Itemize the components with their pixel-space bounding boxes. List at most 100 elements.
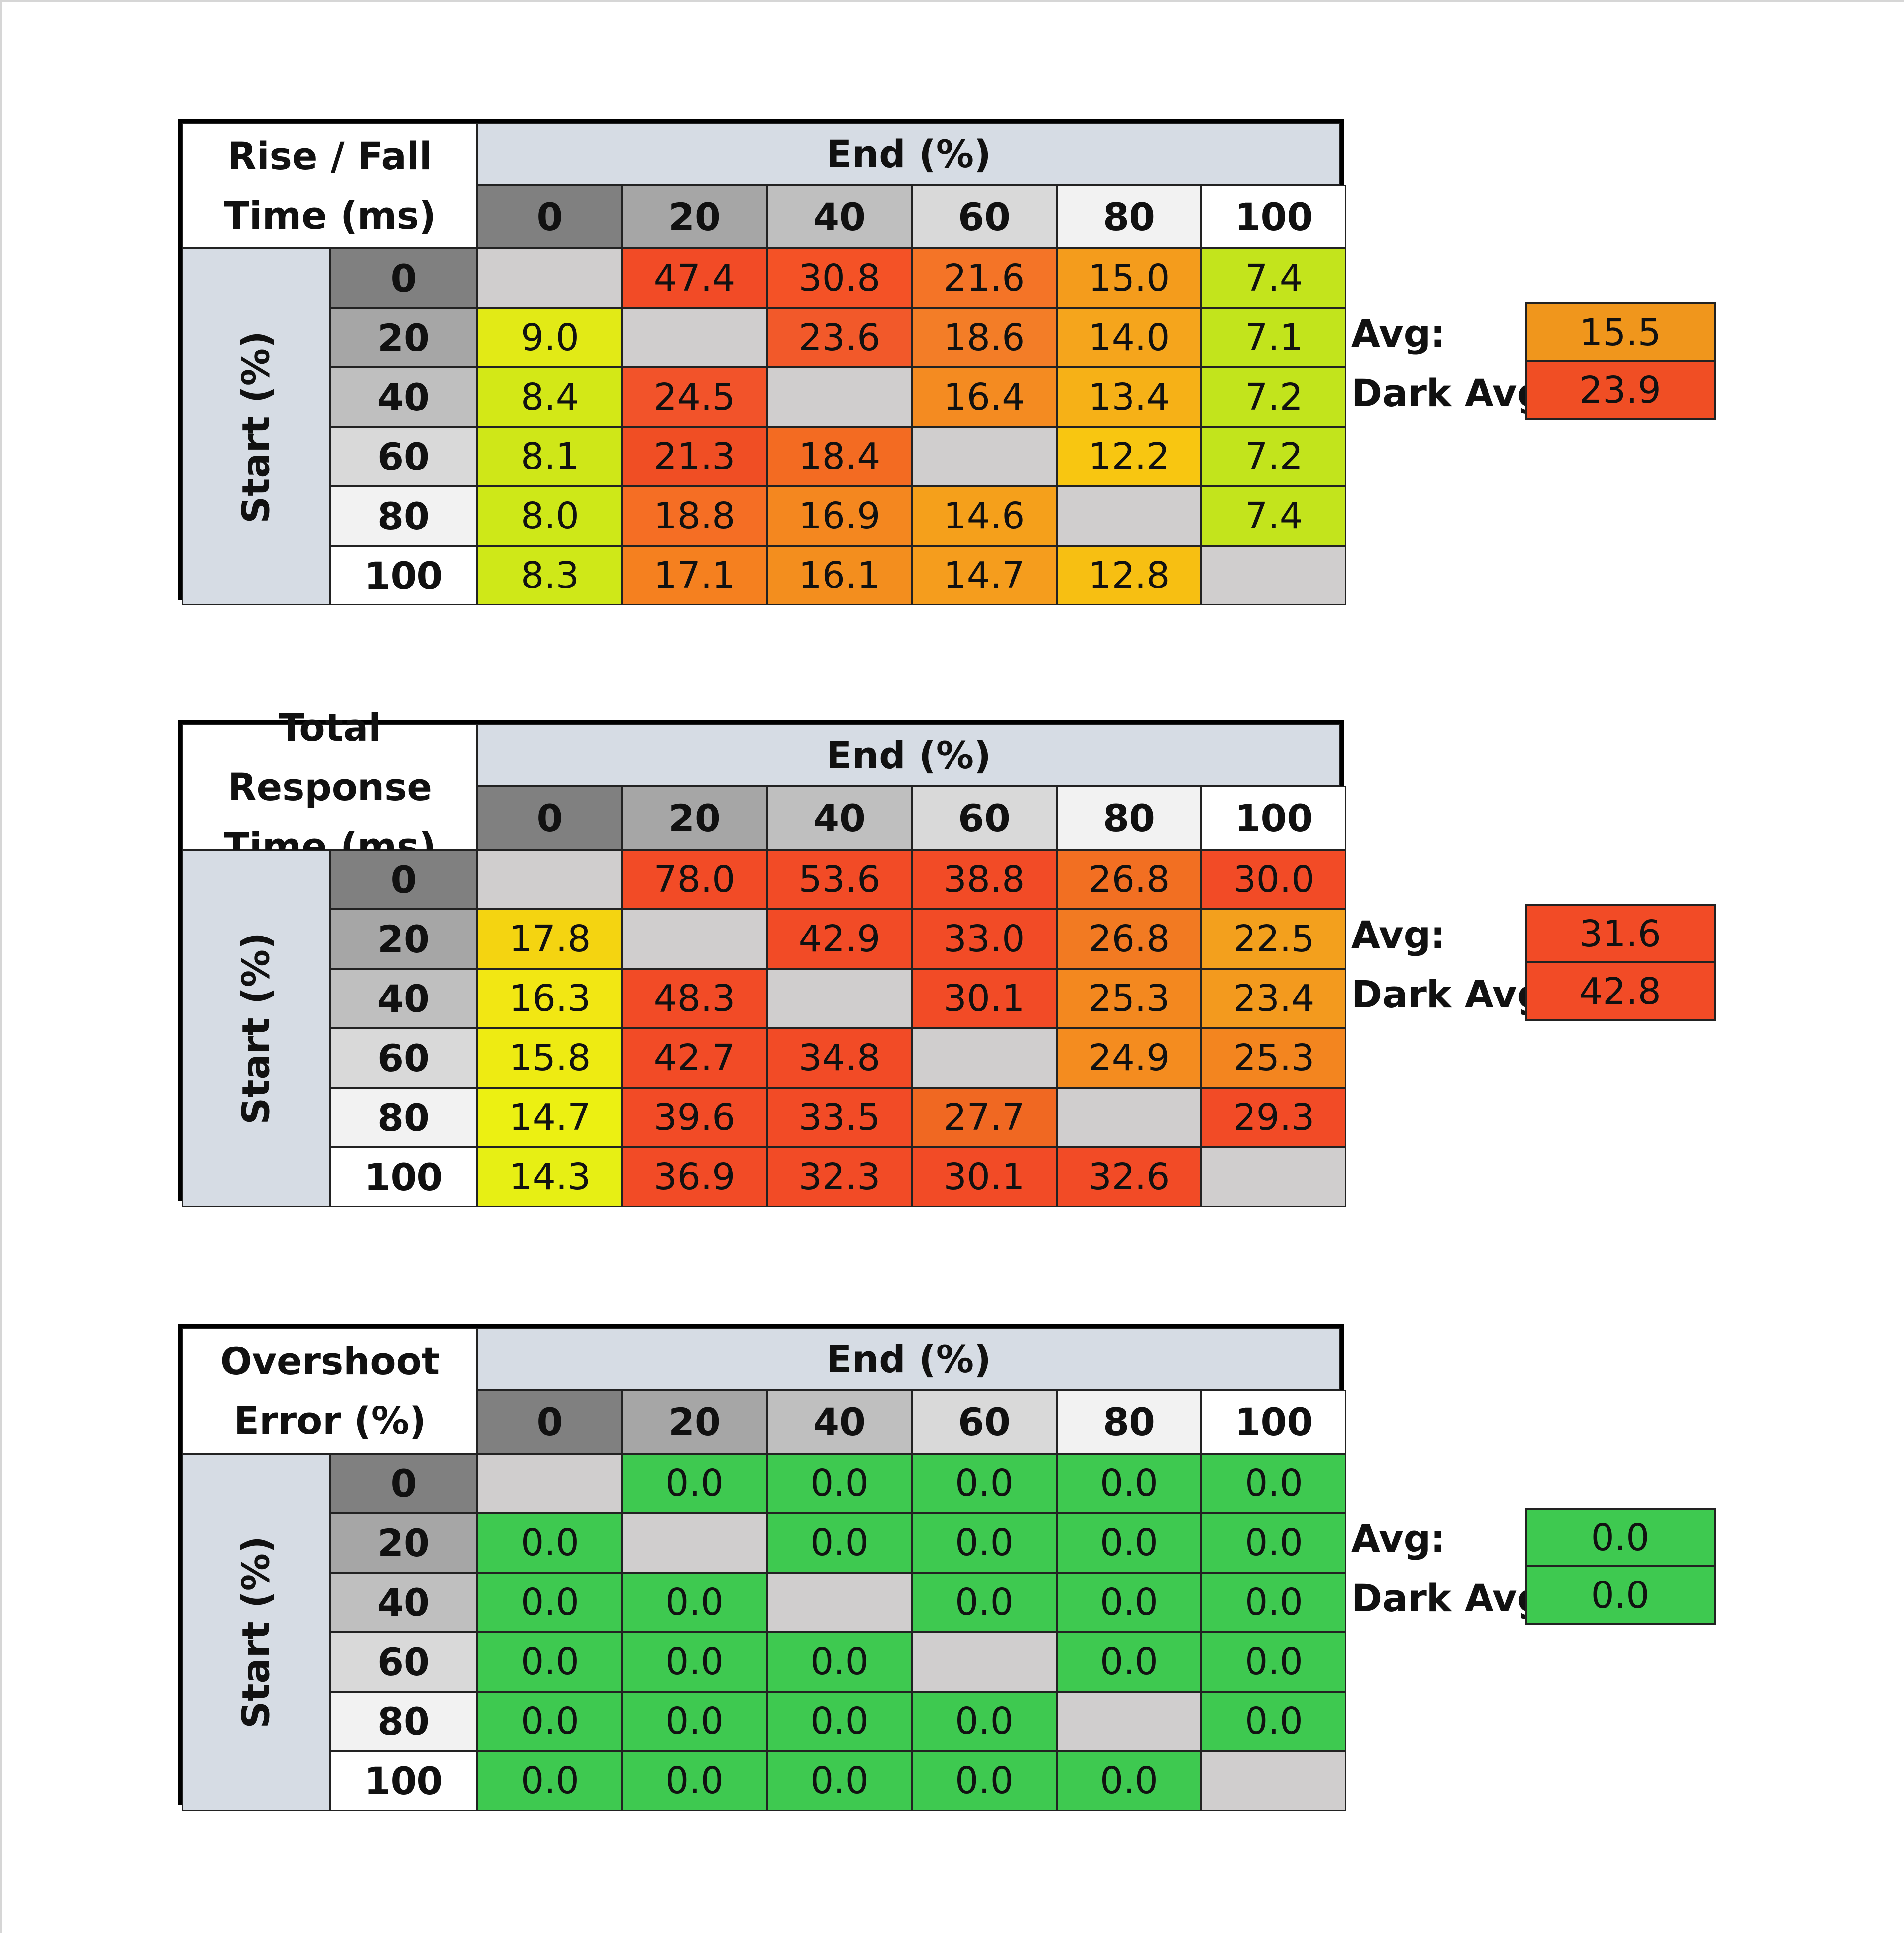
empty-cell [1057,486,1201,546]
value-cell: 0.0 [477,1692,622,1751]
dark-avg-value: 23.9 [1525,360,1716,420]
value-cell: 7.2 [1201,427,1346,486]
empty-cell [912,1028,1057,1088]
value-cell: 14.6 [912,486,1057,546]
value-cell: 24.9 [1057,1028,1201,1088]
column-header: 40 [767,1390,912,1454]
empty-cell [912,427,1057,486]
empty-cell [477,850,622,909]
empty-cell [767,969,912,1028]
row-header: 0 [330,850,477,909]
value-cell: 0.0 [767,1513,912,1573]
value-cell: 30.0 [1201,850,1346,909]
row-header: 100 [330,546,477,605]
value-cell: 27.7 [912,1088,1057,1147]
value-cell: 17.8 [477,909,622,969]
value-cell: 0.0 [477,1751,622,1811]
empty-cell [477,1454,622,1513]
value-cell: 0.0 [767,1632,912,1692]
value-cell: 38.8 [912,850,1057,909]
value-cell: 0.0 [1057,1513,1201,1573]
dark-avg-label: Dark Avg: [1351,371,1559,415]
value-cell: 32.6 [1057,1147,1201,1207]
value-cell: 15.0 [1057,248,1201,308]
row-header: 20 [330,909,477,969]
value-cell: 0.0 [622,1692,767,1751]
column-header: 40 [767,185,912,248]
value-cell: 48.3 [622,969,767,1028]
column-header: 100 [1201,786,1346,850]
end-axis-header: End (%) [477,724,1340,786]
value-cell: 12.8 [1057,546,1201,605]
value-cell: 39.6 [622,1088,767,1147]
dark-avg-value: 42.8 [1525,961,1716,1021]
start-axis-label-text: Start (%) [234,1535,278,1729]
column-header: 100 [1201,1390,1346,1454]
row-header: 0 [330,248,477,308]
value-cell: 22.5 [1201,909,1346,969]
value-cell: 16.3 [477,969,622,1028]
value-cell: 0.0 [1201,1513,1346,1573]
row-header: 100 [330,1751,477,1811]
value-cell: 18.8 [622,486,767,546]
row-header: 20 [330,1513,477,1573]
response-matrix: Rise / Fall Time (ms) End (%) 0 20 40 60 80 100 S… [178,119,1346,605]
empty-cell [767,1573,912,1632]
avg-label: Avg: [1351,311,1446,355]
empty-cell [1201,546,1346,605]
value-cell: 12.2 [1057,427,1201,486]
value-cell: 16.1 [767,546,912,605]
value-cell: 0.0 [1201,1692,1346,1751]
value-cell: 42.9 [767,909,912,969]
response-matrix: Total Response Time (ms) End (%) 0 20 40 60 80 1… [178,705,1346,1207]
value-cell: 0.0 [1057,1751,1201,1811]
table-title-line: Rise / Fall [228,133,432,178]
row-header: 80 [330,1692,477,1751]
value-cell: 34.8 [767,1028,912,1088]
column-header: 40 [767,786,912,850]
table-title-line: Overshoot [220,1339,440,1383]
value-cell: 33.0 [912,909,1057,969]
column-header: 60 [912,786,1057,850]
value-cell: 0.0 [912,1573,1057,1632]
value-cell: 0.0 [767,1454,912,1513]
value-cell: 0.0 [477,1632,622,1692]
value-cell: 0.0 [767,1692,912,1751]
row-header: 60 [330,1028,477,1088]
value-cell: 0.0 [477,1573,622,1632]
value-cell: 0.0 [912,1454,1057,1513]
empty-cell [1057,1088,1201,1147]
row-header: 20 [330,308,477,367]
avg-value: 0.0 [1525,1508,1716,1568]
dark-avg-value: 0.0 [1525,1565,1716,1625]
dark-avg-label: Dark Avg: [1351,1576,1559,1620]
value-cell: 0.0 [767,1751,912,1811]
value-cell: 36.9 [622,1147,767,1207]
value-cell: 42.7 [622,1028,767,1088]
value-cell: 21.3 [622,427,767,486]
row-header: 80 [330,1088,477,1147]
empty-cell [1057,1692,1201,1751]
value-cell: 0.0 [1057,1454,1201,1513]
column-header: 60 [912,185,1057,248]
value-cell: 0.0 [1201,1573,1346,1632]
value-cell: 0.0 [622,1573,767,1632]
empty-cell [622,909,767,969]
value-cell: 8.4 [477,367,622,427]
empty-cell [767,367,912,427]
value-cell: 7.1 [1201,308,1346,367]
avg-label: Avg: [1351,913,1446,957]
end-axis-header: End (%) [477,123,1340,185]
column-header: 0 [477,185,622,248]
avg-label: Avg: [1351,1517,1446,1561]
empty-cell [622,308,767,367]
value-cell: 0.0 [1057,1573,1201,1632]
value-cell: 23.4 [1201,969,1346,1028]
empty-cell [912,1632,1057,1692]
avg-value: 15.5 [1525,302,1716,362]
value-cell: 0.0 [912,1751,1057,1811]
value-cell: 9.0 [477,308,622,367]
value-cell: 7.4 [1201,248,1346,308]
start-axis-label: Start (%) [182,850,330,1207]
value-cell: 0.0 [477,1513,622,1573]
